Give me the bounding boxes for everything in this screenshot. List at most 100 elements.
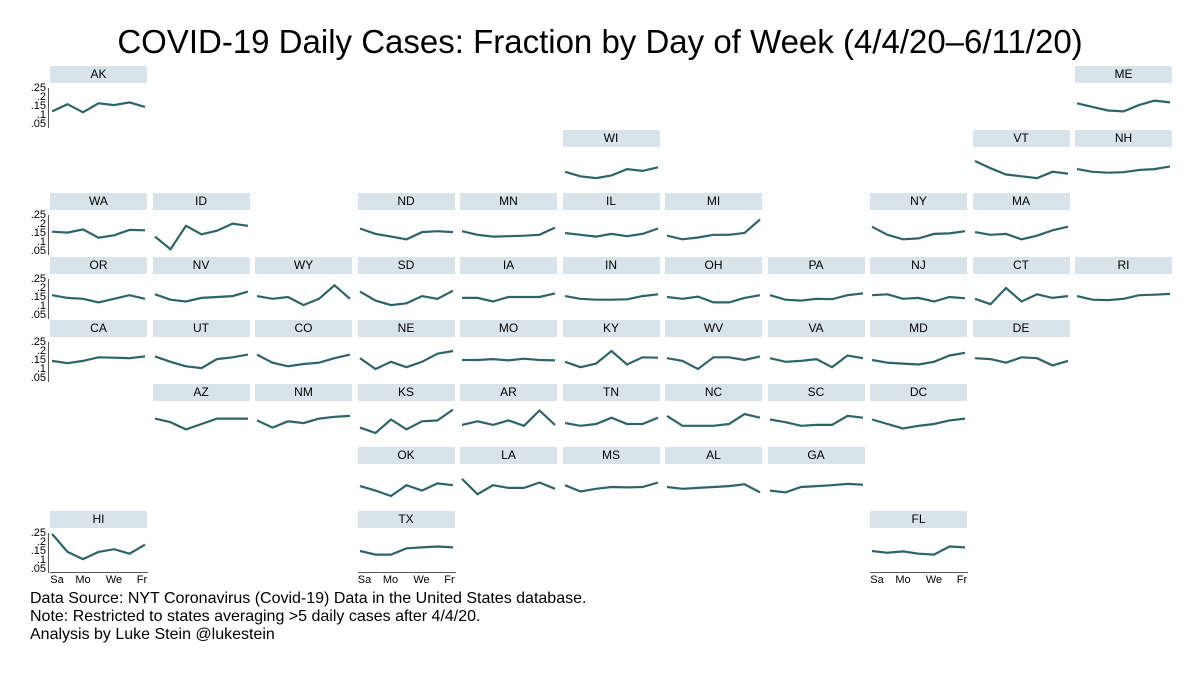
panel-plot <box>974 225 1068 241</box>
series-line-nc <box>666 412 761 427</box>
series-line-mn <box>461 226 556 238</box>
panel-plot <box>51 532 146 560</box>
panel-dc: DC <box>870 383 967 444</box>
panel-plot <box>871 292 966 303</box>
panel-plot <box>462 291 556 303</box>
series-line-sd <box>358 289 454 306</box>
panel-header: SC <box>767 383 865 401</box>
panel-wv: WV <box>665 320 762 380</box>
panel-header: NV <box>152 256 250 274</box>
panel-ct: CT <box>972 256 1070 317</box>
series-line-ca <box>51 355 146 365</box>
panel-oh: OH <box>665 256 762 317</box>
panel-nc: NC <box>665 383 762 444</box>
panel-wa: WA <box>50 193 147 253</box>
panel-hi: HI <box>50 510 147 571</box>
series-line-co <box>256 353 351 368</box>
series-line-dc <box>871 417 966 430</box>
panel-plot <box>974 159 1068 179</box>
panel-plot <box>564 349 658 369</box>
panel-plot <box>564 292 658 301</box>
panel-ga: GA <box>767 447 865 507</box>
panel-plot <box>666 293 761 303</box>
panel-header: WY <box>255 256 352 274</box>
y-axis-line <box>48 342 49 382</box>
series-line-ms <box>564 481 658 493</box>
panel-plot <box>358 289 454 306</box>
series-line-de <box>974 356 1068 367</box>
x-tick-label: Mo <box>382 573 399 586</box>
panel-plot <box>358 349 453 371</box>
panel-plot <box>871 544 966 556</box>
series-line-wa <box>51 228 146 239</box>
y-tick-label: .05 <box>30 245 46 257</box>
panel-plot <box>564 481 658 493</box>
panel-plot <box>564 227 658 238</box>
panel-header: MN <box>460 193 557 210</box>
panel-in: IN <box>562 256 660 317</box>
panel-header: MA <box>972 193 1070 210</box>
series-line-nd <box>359 227 453 241</box>
data-source-note: Data Source: NYT Coronavirus (Covid-19) … <box>30 590 587 607</box>
panel-ny: NY <box>870 193 967 253</box>
y-tick-label: .2 <box>36 535 46 548</box>
series-line-ma <box>974 225 1068 241</box>
panel-vt: VT <box>972 129 1070 190</box>
panel-header: KY <box>562 320 660 337</box>
y-tick-label: .15 <box>30 100 46 112</box>
panel-header: ND <box>357 193 455 210</box>
y-axis: .25.2.15.1.05 <box>19 527 49 574</box>
series-line-la <box>461 478 556 496</box>
panel-plot <box>564 165 658 179</box>
panel-header: FL <box>870 510 967 528</box>
panel-header: AR <box>460 383 557 401</box>
y-tick-label: .1 <box>36 109 46 121</box>
panel-plot <box>871 225 966 241</box>
panel-header: MO <box>460 320 557 337</box>
panel-plot <box>154 290 248 303</box>
series-line-nv <box>154 290 248 303</box>
panel-plot <box>359 482 453 498</box>
panel-plot <box>51 228 146 239</box>
panel-plot <box>461 478 556 496</box>
y-axis: .25.2.15.1.05 <box>19 273 49 320</box>
panel-me: ME <box>1075 66 1172 126</box>
panel-nh: NH <box>1075 129 1172 190</box>
panel-nd: ND <box>357 193 455 253</box>
x-tick-label: Sa <box>357 573 372 586</box>
panel-header: DC <box>870 383 967 401</box>
y-tick-label: .1 <box>36 236 46 248</box>
x-tick-label: We <box>105 573 123 586</box>
y-tick-label: .15 <box>30 290 46 303</box>
y-tick-label: .25 <box>30 526 46 539</box>
y-axis: .25.2.15.1.05 <box>19 210 49 257</box>
panel-ut: UT <box>152 320 250 380</box>
panel-header: AZ <box>152 383 250 401</box>
panel-header: SD <box>357 256 455 274</box>
series-line-nj <box>871 292 966 303</box>
x-axis-line <box>357 571 456 573</box>
panel-plot <box>666 355 761 371</box>
panel-ky: KY <box>562 320 660 380</box>
panel-header: TX <box>357 510 455 528</box>
x-tick-label: Mo <box>895 573 911 586</box>
panel-ar: AR <box>460 383 557 444</box>
panel-header: IL <box>562 193 660 210</box>
series-line-il <box>564 227 658 238</box>
series-line-az <box>154 417 248 431</box>
panel-id: ID <box>152 193 250 253</box>
panel-de: DE <box>972 320 1070 380</box>
panel-header: NE <box>357 320 455 337</box>
y-tick-label: .05 <box>30 118 46 130</box>
panel-wy: WY <box>255 256 352 317</box>
y-tick-label: .2 <box>36 218 46 230</box>
panel-plot <box>871 417 966 430</box>
panel-plot <box>666 483 761 494</box>
small-multiples-grid: AK .25.2.15.1.05 ME WI VT NH WA .25.2.15.1.05 ID… <box>19 66 1172 586</box>
x-tick-label: Mo <box>75 573 91 586</box>
y-tick-label: .2 <box>36 345 46 357</box>
panel-ne: NE <box>357 320 455 380</box>
series-line-md <box>871 351 966 366</box>
panel-co: CO <box>255 320 352 380</box>
panel-header: WV <box>665 320 762 337</box>
